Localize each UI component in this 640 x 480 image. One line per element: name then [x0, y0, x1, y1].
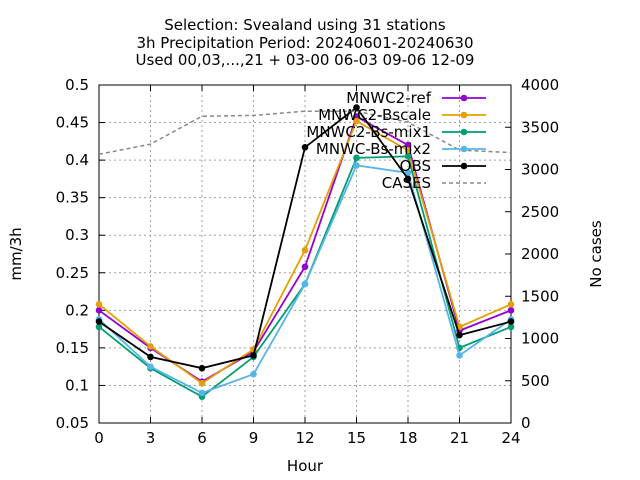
data-point-mnwc2-bscale: [198, 379, 206, 387]
data-point-obs: [456, 331, 463, 339]
data-point-obs: [301, 144, 309, 151]
legend: MNWC2-refMNWC2-BscaleMNWC2-Bs-mix1MNWC-B…: [306, 89, 486, 192]
data-point-mnwc2-bs-mix1: [95, 323, 103, 331]
x-axis-label: Hour: [287, 457, 324, 475]
data-point-mnwc2-ref: [507, 307, 515, 314]
data-point-mnwc-bs-mix2: [353, 162, 360, 169]
y2-tick-label: 1500: [521, 287, 559, 305]
y-tick-label: 0.45: [56, 114, 89, 132]
data-point-mnwc-bs-mix2: [198, 389, 206, 397]
data-point-mnwc-bs-mix2: [250, 370, 257, 378]
plot-frame: [98, 84, 512, 424]
series: [95, 104, 515, 401]
data-point-mnwc2-bs-mix1: [507, 323, 515, 331]
series-line-cases: [98, 110, 512, 156]
data-point-mnwc2-bs-mix1: [353, 154, 360, 162]
axis-ticks: 0 3 6 9 12 15 18 21 24 0.05 0.1 0.15 0.2 0.25 0.3 0.35 0…: [56, 76, 560, 447]
data-point-mnwc-bs-mix2: [301, 280, 309, 288]
y2-tick-label: 2500: [521, 203, 559, 221]
data-point-mnwc2-bscale: [95, 301, 103, 308]
legend-marker-mnwc-bs-mix2: [460, 145, 468, 153]
y-tick-label: 0.3: [65, 226, 89, 244]
y-tick-label: 0.2: [65, 301, 89, 319]
x-tick-label: 12: [295, 429, 314, 447]
y2-tick-label: 3500: [521, 118, 559, 136]
legend-label-mnwc2-bs-mix1: MNWC2-Bs-mix1: [306, 123, 431, 141]
x-tick-label: 0: [94, 429, 104, 447]
data-point-obs: [404, 175, 412, 183]
y-tick-label: 0.4: [65, 151, 89, 169]
legend-label-obs: OBS: [400, 157, 431, 175]
data-point-obs: [147, 353, 154, 361]
data-point-mnwc2-bs-mix1: [404, 153, 412, 160]
y2-tick-label: 500: [521, 372, 550, 390]
data-point-obs: [95, 318, 103, 325]
y2-tick-label: 4000: [521, 76, 559, 94]
data-point-mnwc-bs-mix2: [147, 363, 154, 370]
data-point-obs: [507, 318, 515, 325]
y-tick-label: 0.5: [65, 76, 89, 94]
y-tick-label: 0.25: [56, 264, 89, 282]
data-point-mnwc2-bscale: [301, 246, 309, 254]
data-point-mnwc2-bscale: [353, 117, 360, 125]
legend-label-cases: CASES: [382, 174, 431, 192]
y-tick-label: 0.05: [56, 414, 89, 432]
x-tick-label: 15: [347, 429, 366, 447]
x-tick-label: 6: [197, 429, 207, 447]
title-line-3: Used 00,03,...,21 + 03-00 06-03 09-06 12…: [136, 51, 475, 69]
y2-tick-label: 3000: [521, 161, 559, 179]
legend-label-mnwc-bs-mix2: MNWC-Bs-mix2: [316, 140, 431, 158]
legend-marker-mnwc2-bscale: [460, 111, 468, 119]
data-point-mnwc2-ref: [301, 263, 309, 271]
legend-label-mnwc2-bscale: MNWC2-Bscale: [318, 106, 431, 124]
data-point-mnwc2-bscale: [147, 343, 154, 350]
y-tick-label: 0.35: [56, 189, 89, 207]
x-tick-label: 9: [249, 429, 259, 447]
x-tick-label: 21: [450, 429, 469, 447]
title-line-2: 3h Precipitation Period: 20240601-202406…: [136, 34, 473, 52]
legend-marker-mnwc2-bs-mix1: [460, 128, 468, 136]
data-point-mnwc2-bscale: [404, 147, 412, 154]
x-tick-label: 3: [146, 429, 156, 447]
data-point-obs: [198, 364, 206, 372]
y2-tick-label: 2000: [521, 245, 559, 263]
data-point-mnwc-bs-mix2: [456, 352, 463, 359]
data-point-obs: [353, 104, 360, 111]
x-tick-label: 24: [501, 429, 520, 447]
y-tick-label: 0.15: [56, 339, 89, 357]
y-tick-label: 0.1: [65, 376, 89, 394]
data-point-mnwc-bs-mix2: [404, 169, 412, 177]
data-point-obs: [250, 352, 257, 359]
y2-axis-label: No cases: [587, 220, 605, 288]
legend-marker-mnwc2-ref: [460, 94, 468, 102]
title-line-1: Selection: Svealand using 31 stations: [164, 16, 446, 34]
data-point-mnwc2-ref: [404, 141, 412, 149]
legend-label-mnwc2-ref: MNWC2-ref: [346, 89, 431, 107]
chart-title: Selection: Svealand using 31 stations 3h…: [136, 16, 475, 69]
y2-tick-label: 1000: [521, 330, 559, 348]
legend-marker-obs: [460, 162, 468, 170]
data-point-mnwc2-ref: [95, 307, 103, 314]
data-point-mnwc2-bscale: [507, 301, 515, 308]
y2-tick-label: 0: [521, 414, 531, 432]
x-tick-label: 18: [398, 429, 417, 447]
y-axis-label: mm/3h: [7, 227, 25, 280]
